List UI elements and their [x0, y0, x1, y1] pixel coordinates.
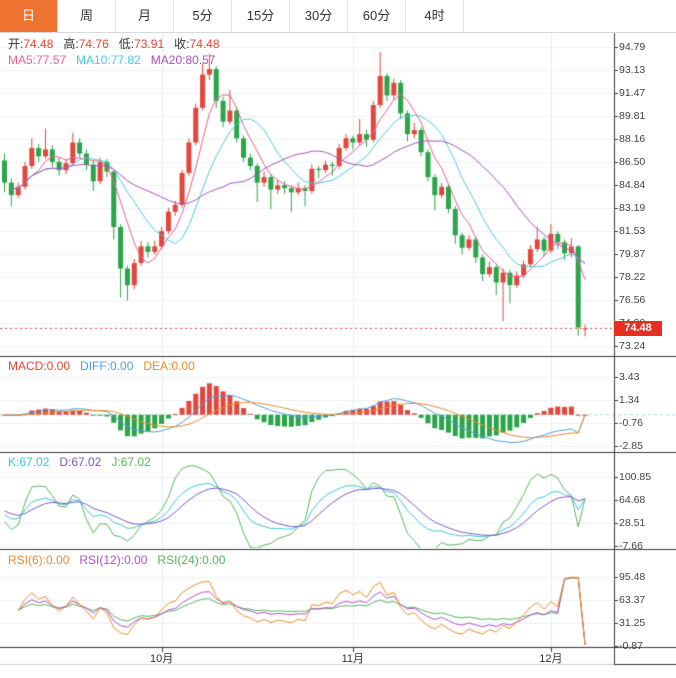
y-axis-tick: 89.81	[619, 110, 646, 122]
y-axis-tick: 100.85	[619, 471, 652, 483]
y-axis-tick: 76.56	[619, 294, 646, 306]
ohlc-row: 开:74.48 高:74.76 低:73.91 收:74.48	[8, 37, 230, 51]
y-axis-tick: 3.43	[619, 371, 640, 383]
rsi-row-item: RSI(24):0.00	[157, 553, 226, 567]
x-axis-label-dec: 12月	[539, 653, 563, 665]
macd-header: MACD:0.00 DIFF:0.00 DEA:0.00	[8, 359, 205, 373]
ma-row-item: MA10:77.82	[76, 53, 141, 67]
kdj-header: K:67.02 D:67.02 J:67.02	[8, 455, 161, 469]
macd-row-item: MACD:0.00	[8, 359, 71, 373]
y-axis-tick: -0.87	[619, 640, 643, 652]
y-axis-tick: 86.50	[619, 156, 646, 168]
tab-60min[interactable]: 60分	[348, 0, 406, 32]
macd-row-item: DIFF:0.00	[80, 359, 134, 373]
tab-day[interactable]: 日	[0, 0, 58, 32]
timeframe-tabbar: 日周月 5分 15分 30分 60分 4时	[0, 0, 676, 33]
tab-month[interactable]: 月	[116, 0, 174, 32]
x-axis-label-oct: 10月	[149, 653, 174, 665]
y-axis-tick: 28.51	[619, 517, 646, 529]
ma-row-item: MA20:80.57	[150, 53, 216, 67]
ohlc-row-item: 低:73.91	[118, 37, 165, 51]
ohlc-row-item: 开:74.48	[8, 37, 54, 51]
y-axis-tick: 73.24	[619, 340, 646, 352]
macd-row-item: DEA:0.00	[143, 359, 195, 373]
y-axis-tick: 84.84	[619, 179, 646, 191]
y-axis-tick: 63.37	[619, 594, 646, 606]
y-axis-tick: 83.19	[619, 202, 646, 214]
y-axis-tick: 93.13	[619, 64, 646, 76]
y-axis-tick: 1.34	[619, 394, 640, 406]
kdj-row-item: D:67.02	[59, 455, 102, 469]
ohlc-row-item: 高:74.76	[63, 37, 109, 51]
ohlc-row-item: 收:74.48	[174, 37, 220, 51]
x-axis-label-nov: 11月	[341, 653, 365, 665]
y-axis-tick: 79.87	[619, 248, 646, 260]
y-axis-tick: -7.66	[619, 540, 643, 552]
y-axis-tick: 91.47	[619, 87, 646, 99]
rsi-row-item: RSI(12):0.00	[79, 553, 148, 567]
ma-row: MA5:77.57 MA10:77.82 MA20:80.57	[8, 53, 225, 67]
tab-30min[interactable]: 30分	[290, 0, 348, 32]
y-axis-tick: -2.85	[619, 440, 643, 452]
y-axis-tick: 88.16	[619, 133, 646, 145]
tab-4hour[interactable]: 4时	[406, 0, 464, 32]
rsi-header: RSI(6):0.00 RSI(12):0.00 RSI(24):0.00	[8, 553, 235, 567]
y-axis-tick: 81.53	[619, 225, 646, 237]
tab-15min[interactable]: 15分	[232, 0, 290, 32]
tab-week[interactable]: 周	[58, 0, 116, 32]
y-axis-tick: 31.25	[619, 617, 646, 629]
tab-5min[interactable]: 5分	[174, 0, 232, 32]
y-axis-tick: -0.76	[619, 417, 643, 429]
y-axis-tick: 64.68	[619, 494, 646, 506]
last-price-tag: 74.48	[614, 321, 662, 336]
y-axis-tick: 94.79	[619, 41, 646, 53]
rsi-row-item: RSI(6):0.00	[8, 553, 70, 567]
y-axis-tick: 78.22	[619, 271, 646, 283]
kdj-row-item: J:67.02	[111, 455, 151, 469]
kdj-row-item: K:67.02	[8, 455, 50, 469]
ma-row-item: MA5:77.57	[8, 53, 67, 67]
y-axis-tick: 95.48	[619, 571, 646, 583]
